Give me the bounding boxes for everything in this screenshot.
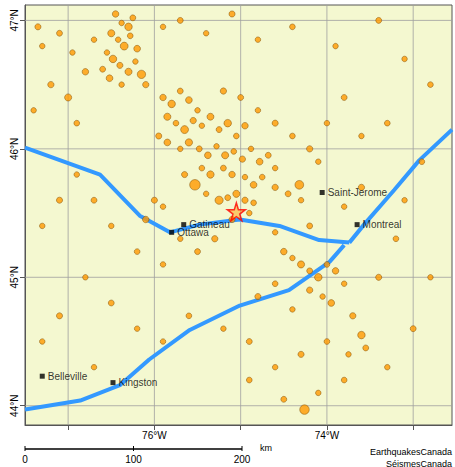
svg-text:46°N: 46°N xyxy=(9,138,20,160)
svg-text:SéismesCanada: SéismesCanada xyxy=(386,459,452,467)
svg-text:100: 100 xyxy=(125,454,142,465)
svg-text:Ottawa: Ottawa xyxy=(177,227,209,238)
svg-text:km: km xyxy=(260,443,272,453)
svg-text:Saint-Jerome: Saint-Jerome xyxy=(328,187,388,198)
svg-text:47°N: 47°N xyxy=(9,9,20,31)
svg-text:Kingston: Kingston xyxy=(118,377,157,388)
svg-text:Montreal: Montreal xyxy=(363,219,402,230)
svg-text:EarthquakesCanada: EarthquakesCanada xyxy=(370,447,452,457)
svg-text:200: 200 xyxy=(234,454,251,465)
svg-text:76°W: 76°W xyxy=(142,430,167,441)
svg-text:Belleville: Belleville xyxy=(48,371,88,382)
svg-text:74°W: 74°W xyxy=(315,430,340,441)
svg-text:0: 0 xyxy=(22,454,28,465)
svg-text:45°N: 45°N xyxy=(9,266,20,288)
svg-text:44°N: 44°N xyxy=(9,395,20,417)
svg-text:Gatineau: Gatineau xyxy=(189,219,230,231)
